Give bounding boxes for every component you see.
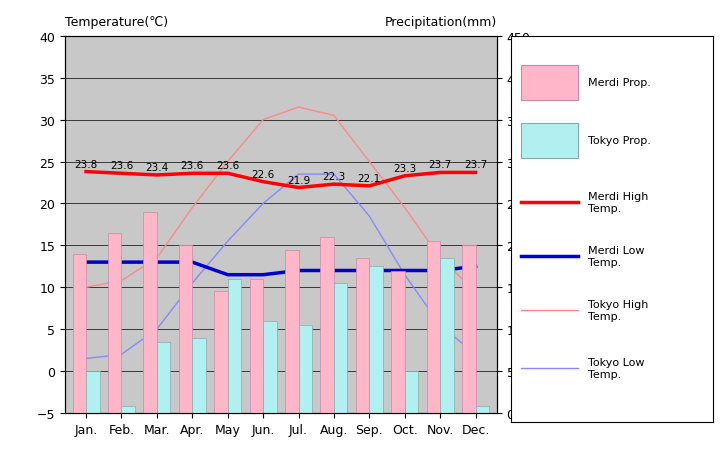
Bar xyxy=(143,213,157,413)
Bar xyxy=(73,254,86,413)
Text: Precipitation(mm): Precipitation(mm) xyxy=(384,16,497,29)
Bar xyxy=(157,342,171,413)
Text: Merdi Low
Temp.: Merdi Low Temp. xyxy=(588,246,644,267)
Text: 23.7: 23.7 xyxy=(464,160,487,170)
Bar xyxy=(475,406,489,413)
Text: 23.8: 23.8 xyxy=(74,159,98,169)
Bar xyxy=(192,338,206,413)
Bar xyxy=(250,279,263,413)
Bar xyxy=(285,250,299,413)
Text: 23.6: 23.6 xyxy=(181,161,204,171)
Text: 23.6: 23.6 xyxy=(216,161,239,171)
Text: 22.1: 22.1 xyxy=(358,174,381,184)
Text: 23.7: 23.7 xyxy=(428,160,451,170)
Bar xyxy=(391,271,405,413)
Bar xyxy=(228,279,241,413)
Bar xyxy=(440,258,454,413)
Bar xyxy=(86,371,99,413)
FancyBboxPatch shape xyxy=(521,66,577,101)
Text: 21.9: 21.9 xyxy=(287,175,310,185)
Bar xyxy=(462,246,475,413)
Bar xyxy=(334,284,347,413)
Text: Tokyo High
Temp.: Tokyo High Temp. xyxy=(588,300,648,321)
Text: 22.6: 22.6 xyxy=(251,169,275,179)
FancyBboxPatch shape xyxy=(521,123,577,158)
Bar xyxy=(369,267,383,413)
Text: 23.4: 23.4 xyxy=(145,162,168,173)
Bar xyxy=(299,325,312,413)
Text: Temperature(℃): Temperature(℃) xyxy=(65,16,168,29)
Text: Tokyo Prop.: Tokyo Prop. xyxy=(588,136,651,146)
Bar xyxy=(179,246,192,413)
Bar xyxy=(356,258,369,413)
Bar xyxy=(320,237,334,413)
Bar xyxy=(215,292,228,413)
Bar xyxy=(108,233,122,413)
Text: 23.3: 23.3 xyxy=(393,163,416,174)
Bar xyxy=(122,406,135,413)
Bar xyxy=(263,321,276,413)
Text: Merdi Prop.: Merdi Prop. xyxy=(588,78,651,88)
Bar xyxy=(427,241,440,413)
Text: 23.6: 23.6 xyxy=(110,161,133,171)
Text: 22.3: 22.3 xyxy=(323,172,346,182)
Text: Tokyo Low
Temp.: Tokyo Low Temp. xyxy=(588,358,644,379)
Bar xyxy=(405,371,418,413)
Text: Merdi High
Temp.: Merdi High Temp. xyxy=(588,192,648,213)
